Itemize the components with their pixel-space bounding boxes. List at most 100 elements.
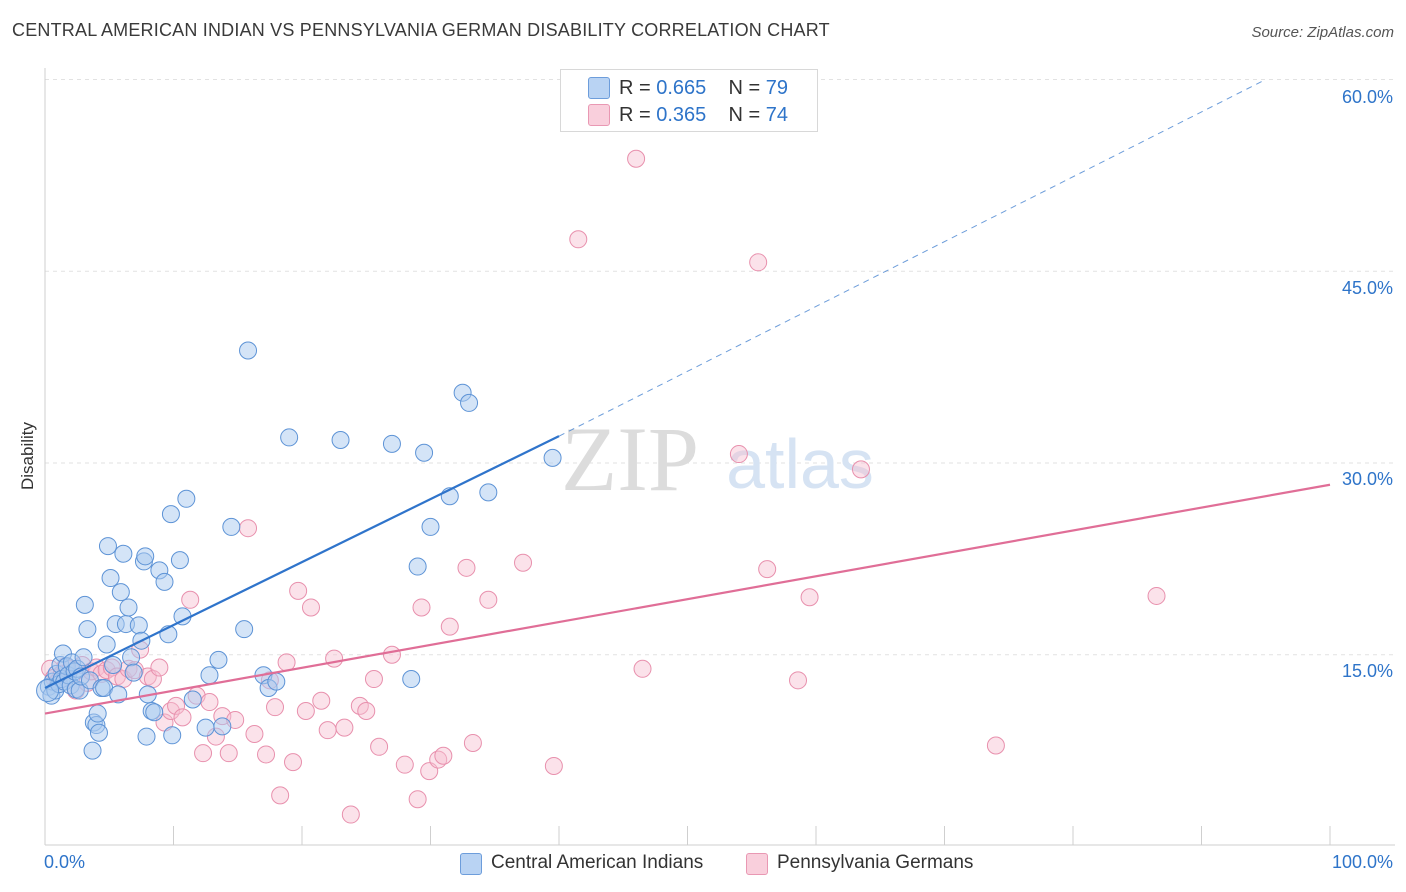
data-point-pennsylvania-germans <box>395 755 414 774</box>
data-point-pennsylvania-germans <box>318 721 337 740</box>
legend-r-label: R = <box>619 104 657 126</box>
chart-title: CENTRAL AMERICAN INDIAN VS PENNSYLVANIA … <box>12 20 830 40</box>
data-point-central-american-indians <box>421 517 440 536</box>
data-point-central-american-indians <box>209 650 228 669</box>
data-point-central-american-indians <box>479 483 498 502</box>
data-point-central-american-indians <box>402 670 421 689</box>
data-point-pennsylvania-germans <box>789 671 808 690</box>
data-point-central-american-indians <box>155 572 174 591</box>
data-point-central-american-indians <box>88 704 107 723</box>
legend-n-value: 74 <box>765 104 789 126</box>
legend-n-label: N = <box>728 104 766 126</box>
bottom-legend-label-pink: Pennsylvania Germans <box>777 852 974 873</box>
data-point-pennsylvania-germans <box>749 253 768 272</box>
data-point-pennsylvania-germans <box>440 617 459 636</box>
data-point-pennsylvania-germans <box>633 659 652 678</box>
data-point-central-american-indians <box>331 430 350 449</box>
data-point-central-american-indians <box>129 616 148 635</box>
data-point-pennsylvania-germans <box>335 718 354 737</box>
data-point-pennsylvania-germans <box>457 558 476 577</box>
data-point-central-american-indians <box>222 517 241 536</box>
axes <box>44 68 1395 846</box>
data-point-central-american-indians <box>78 620 97 639</box>
y-axis-label: Disability <box>18 421 37 491</box>
data-point-pennsylvania-germans <box>514 553 533 572</box>
data-point-pennsylvania-germans <box>341 805 360 824</box>
data-point-pennsylvania-germans <box>434 746 453 765</box>
trend-line-extension <box>558 79 1266 437</box>
data-point-central-american-indians <box>408 557 427 576</box>
data-point-central-american-indians <box>83 741 102 760</box>
data-point-pennsylvania-germans <box>325 649 344 668</box>
data-point-pennsylvania-germans <box>569 230 588 249</box>
data-point-central-american-indians <box>415 443 434 462</box>
data-point-central-american-indians <box>382 434 401 453</box>
source-credit: Source: ZipAtlas.com <box>1251 24 1394 41</box>
data-point-central-american-indians <box>543 448 562 467</box>
data-point-pennsylvania-germans <box>271 786 290 805</box>
data-point-pennsylvania-germans <box>301 598 320 617</box>
data-point-pennsylvania-germans <box>364 670 383 689</box>
data-point-central-american-indians <box>177 489 196 508</box>
data-point-central-american-indians <box>119 598 138 617</box>
data-point-central-american-indians <box>145 703 164 722</box>
data-point-central-american-indians <box>163 726 182 745</box>
watermark-zip: ZIP <box>561 408 699 510</box>
data-point-pennsylvania-germans <box>627 149 646 168</box>
correlation-legend: R = 0.665 N = 79 R = 0.365 N = 74 <box>560 69 818 132</box>
watermark-atlas: atlas <box>726 425 874 503</box>
trend-line-pennsylvania-germans <box>44 483 1331 715</box>
data-point-pennsylvania-germans <box>479 590 498 609</box>
data-point-central-american-indians <box>75 595 94 614</box>
y-tick-label: 60.0% <box>1341 87 1393 107</box>
data-point-pennsylvania-germans <box>296 701 315 720</box>
series-central-american-indians <box>36 341 562 760</box>
data-point-pennsylvania-germans <box>239 519 258 538</box>
data-point-central-american-indians <box>136 547 155 566</box>
legend-n-value: 79 <box>765 77 789 99</box>
data-point-central-american-indians <box>235 620 254 639</box>
y-tick-label: 30.0% <box>1341 469 1393 489</box>
data-point-pennsylvania-germans <box>408 790 427 809</box>
data-point-central-american-indians <box>122 648 141 667</box>
trend-lines <box>44 79 1331 715</box>
data-point-pennsylvania-germans <box>851 460 870 479</box>
data-point-pennsylvania-germans <box>219 744 238 763</box>
trend-line-central-american-indians <box>44 435 560 689</box>
data-point-central-american-indians <box>111 583 130 602</box>
data-point-pennsylvania-germans <box>382 645 401 664</box>
data-point-pennsylvania-germans <box>1147 586 1166 605</box>
data-point-central-american-indians <box>239 341 258 360</box>
data-point-pennsylvania-germans <box>257 745 276 764</box>
x-tick-label-max: 100.0% <box>1331 852 1393 872</box>
data-point-pennsylvania-germans <box>357 701 376 720</box>
data-point-pennsylvania-germans <box>370 737 389 756</box>
data-point-central-american-indians <box>183 690 202 709</box>
data-point-pennsylvania-germans <box>266 698 285 717</box>
data-point-central-american-indians <box>114 544 133 563</box>
data-point-central-american-indians <box>124 663 143 682</box>
data-point-pennsylvania-germans <box>729 445 748 464</box>
data-point-pennsylvania-germans <box>544 756 563 775</box>
data-point-pennsylvania-germans <box>284 753 303 772</box>
legend-r-label: R = <box>619 77 657 99</box>
data-point-central-american-indians <box>161 505 180 524</box>
data-point-pennsylvania-germans <box>986 736 1005 755</box>
data-point-central-american-indians <box>170 551 189 570</box>
data-point-pennsylvania-germans <box>412 598 431 617</box>
data-point-pennsylvania-germans <box>173 708 192 727</box>
y-tick-label: 15.0% <box>1341 661 1393 681</box>
data-point-pennsylvania-germans <box>245 725 264 744</box>
grid-lines <box>45 79 1395 656</box>
data-point-pennsylvania-germans <box>758 560 777 579</box>
data-point-pennsylvania-germans <box>167 696 186 715</box>
data-point-central-american-indians <box>101 569 120 588</box>
data-point-central-american-indians <box>89 723 108 742</box>
data-point-pennsylvania-germans <box>289 581 308 600</box>
data-point-central-american-indians <box>109 685 128 704</box>
data-point-central-american-indians <box>213 717 232 736</box>
data-point-central-american-indians <box>196 718 215 737</box>
legend-swatch-blue <box>588 77 610 99</box>
data-point-pennsylvania-germans <box>181 590 200 609</box>
